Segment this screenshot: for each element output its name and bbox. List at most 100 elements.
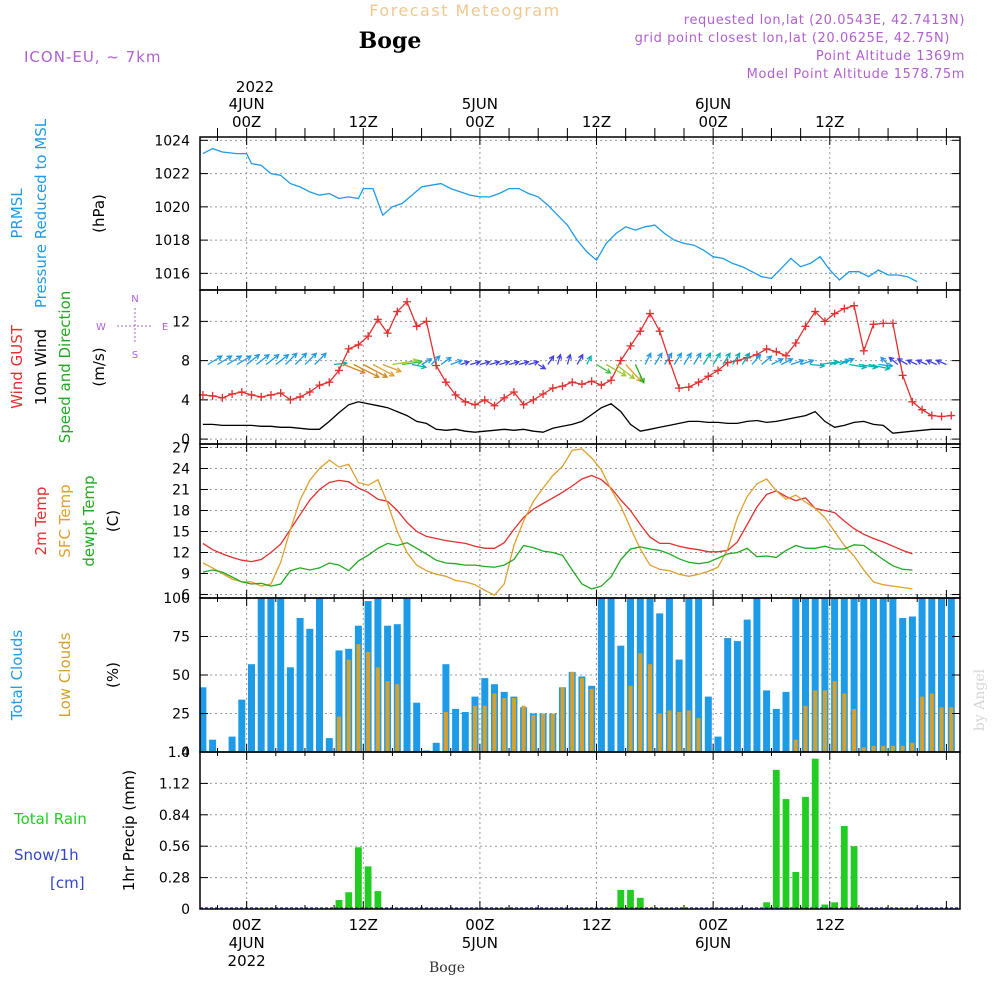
wind-gust-marker bbox=[820, 317, 829, 326]
total-cloud-bar bbox=[325, 738, 333, 752]
total-cloud-bar bbox=[763, 690, 771, 752]
wind-gust-marker bbox=[782, 351, 791, 360]
total-cloud-bar bbox=[277, 598, 285, 752]
wind-gust-marker bbox=[645, 309, 654, 318]
total-cloud-bar bbox=[607, 598, 615, 752]
wind-gust-marker bbox=[441, 378, 450, 387]
low-cloud-bar bbox=[881, 745, 886, 752]
precip-frame bbox=[199, 751, 961, 910]
wind-direction-arrow bbox=[256, 353, 271, 366]
low-cloud-bar bbox=[686, 710, 691, 752]
total-cloud-bar bbox=[782, 691, 790, 752]
wind-direction-arrow bbox=[460, 360, 471, 366]
low-cloud-bar bbox=[793, 739, 798, 752]
top-time-label: 12Z bbox=[349, 113, 378, 131]
top-time-label: 4JUN bbox=[229, 95, 265, 113]
temp-ytick-label: 18 bbox=[172, 504, 190, 520]
low-cloud-bar bbox=[822, 690, 827, 752]
low-cloud-bar bbox=[502, 698, 507, 752]
total-cloud-bar bbox=[695, 598, 703, 752]
wind-direction-arrow bbox=[732, 352, 741, 365]
total-cloud-bar bbox=[685, 598, 693, 752]
wind-gust-marker bbox=[276, 388, 285, 397]
wind-axis-label: 10m Wind bbox=[32, 329, 50, 405]
total-cloud-bar bbox=[461, 712, 469, 752]
low-cloud-bar bbox=[395, 684, 400, 752]
wind-gust-marker bbox=[228, 389, 237, 398]
precip-ytick-label: 0.84 bbox=[159, 808, 190, 824]
wind-gust-marker bbox=[801, 322, 810, 331]
wind-direction-arrow bbox=[265, 353, 280, 366]
low-cloud-bar bbox=[531, 715, 536, 752]
low-cloud-bar bbox=[832, 681, 837, 752]
wind-direction-arrow bbox=[411, 363, 428, 370]
wind-gust-marker bbox=[548, 384, 557, 393]
wind-direction-arrow bbox=[644, 352, 652, 365]
axes-layer: 1016101810201022102404812691215182124270… bbox=[154, 95, 960, 970]
wind-direction-arrow bbox=[702, 352, 712, 365]
total-cloud-bar bbox=[296, 618, 304, 752]
wind-direction-arrow bbox=[896, 358, 908, 366]
wind-direction-arrow bbox=[372, 363, 396, 377]
wind-direction-arrow bbox=[586, 354, 592, 365]
wind-gust-marker bbox=[675, 384, 684, 393]
rain-bar bbox=[811, 758, 819, 909]
wind-direction-arrow bbox=[528, 359, 540, 366]
compass-s: S bbox=[132, 350, 138, 361]
wind-gust-marker bbox=[850, 301, 859, 310]
total-cloud-bar bbox=[432, 742, 440, 752]
low-cloud-bar bbox=[589, 688, 594, 752]
low-cloud-bar bbox=[657, 713, 662, 752]
wind-direction-arrow bbox=[925, 359, 937, 366]
total-cloud-bar bbox=[743, 619, 751, 752]
total-cloud-bar bbox=[335, 650, 343, 752]
clouds-ytick-label: 100 bbox=[163, 591, 190, 607]
top-year: 2022 bbox=[236, 78, 274, 96]
compass-w: W bbox=[96, 322, 106, 333]
low-cloud-bar bbox=[579, 678, 584, 752]
wind-gust-marker bbox=[373, 315, 382, 324]
temp-axis-label: (C) bbox=[104, 510, 122, 532]
wind-gust-marker bbox=[859, 346, 868, 355]
wind-direction-arrow bbox=[314, 352, 327, 365]
total-cloud-bar bbox=[228, 736, 236, 752]
temp-axis-label: SFC Temp bbox=[56, 484, 74, 557]
low-cloud-bar bbox=[346, 659, 351, 752]
rain-bar bbox=[792, 872, 800, 909]
low-cloud-bar bbox=[667, 710, 672, 752]
clouds-ytick-label: 25 bbox=[172, 707, 190, 723]
wind-gust-marker bbox=[587, 377, 596, 386]
wind-direction-arrow bbox=[499, 359, 511, 366]
wind-gust-marker bbox=[888, 319, 897, 328]
wind-gust-marker bbox=[305, 388, 314, 397]
wind-gust-marker bbox=[315, 381, 324, 390]
rain-bar bbox=[355, 847, 362, 909]
bottom-time-label: 00Z bbox=[698, 916, 727, 934]
low-cloud-bar bbox=[842, 693, 847, 752]
wind-direction-arrow bbox=[275, 353, 290, 366]
pressure-ytick-label: 1020 bbox=[154, 200, 190, 216]
wind-direction-arrow bbox=[880, 356, 889, 365]
low-cloud-bar bbox=[920, 696, 925, 752]
total-cloud-bar bbox=[928, 598, 936, 752]
rain-bar bbox=[772, 769, 780, 909]
bottom-time-label: 12Z bbox=[582, 916, 611, 934]
low-cloud-bar bbox=[900, 745, 905, 752]
low-cloud-bar bbox=[929, 693, 934, 752]
low-cloud-bar bbox=[366, 651, 371, 752]
wind-direction-arrow bbox=[343, 363, 367, 375]
total-cloud-bar bbox=[665, 598, 673, 752]
total-cloud-bar bbox=[413, 702, 421, 752]
wind-gust-marker bbox=[626, 341, 635, 350]
wind-gust-marker bbox=[655, 327, 664, 336]
total-cloud-bar bbox=[850, 598, 858, 752]
wind-gust-marker bbox=[344, 344, 353, 353]
wind-direction-arrow bbox=[518, 359, 530, 366]
wind-direction-arrow bbox=[596, 363, 612, 374]
total-cloud-bar bbox=[831, 598, 839, 752]
wind-direction-arrow bbox=[878, 362, 894, 369]
wind-gust-marker bbox=[412, 322, 421, 331]
wind-direction-arrow bbox=[683, 352, 692, 365]
wind-direction-arrow bbox=[664, 352, 673, 365]
total-cloud-bar bbox=[257, 598, 265, 752]
